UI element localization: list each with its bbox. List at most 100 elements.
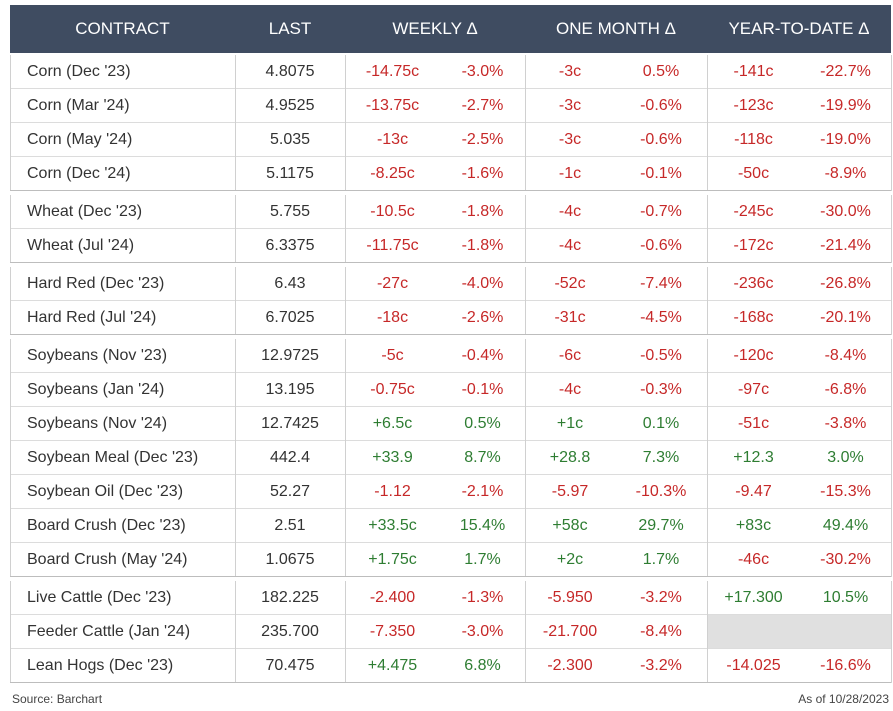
- value-cell: -15.3%: [800, 475, 891, 509]
- value-cell: 4.8075: [235, 55, 345, 89]
- group-rule: [10, 576, 891, 577]
- column-line: [235, 581, 236, 683]
- value-cell: -0.5%: [615, 339, 707, 373]
- value-cell: 5.1175: [235, 157, 345, 191]
- value-cell: -2.400: [345, 581, 440, 615]
- column-line: [10, 195, 11, 263]
- value-cell: +4.475: [345, 649, 440, 683]
- value-cell: -13.75c: [345, 89, 440, 123]
- value-cell: -2.7%: [440, 89, 525, 123]
- value-cell: -172c: [707, 229, 800, 263]
- column-line: [707, 195, 708, 263]
- value-cell: 49.4%: [800, 509, 891, 543]
- value-cell: +2c: [525, 543, 615, 577]
- column-line: [707, 339, 708, 577]
- column-line: [235, 267, 236, 335]
- value-cell: 6.43: [235, 267, 345, 301]
- column-line: [10, 55, 11, 191]
- header-bar: [10, 5, 891, 53]
- value-cell: 4.9525: [235, 89, 345, 123]
- column-line: [891, 267, 892, 335]
- value-cell: -8.4%: [615, 615, 707, 649]
- value-cell: -1.8%: [440, 195, 525, 229]
- value-cell: 6.8%: [440, 649, 525, 683]
- value-cell: -3.8%: [800, 407, 891, 441]
- value-cell: 12.7425: [235, 407, 345, 441]
- value-cell: +6.5c: [345, 407, 440, 441]
- value-cell: -0.6%: [615, 89, 707, 123]
- value-cell: +58c: [525, 509, 615, 543]
- header-cell: LAST: [268, 19, 312, 38]
- column-line: [891, 55, 892, 191]
- value-cell: 15.4%: [440, 509, 525, 543]
- value-cell: -14.75c: [345, 55, 440, 89]
- column-line: [345, 195, 346, 263]
- group-rule: [10, 190, 891, 191]
- value-cell: -26.8%: [800, 267, 891, 301]
- contract-name: Corn (Dec '23): [10, 55, 235, 89]
- value-cell: -4c: [525, 229, 615, 263]
- value-cell: -6.8%: [800, 373, 891, 407]
- value-cell: 6.3375: [235, 229, 345, 263]
- value-cell: -20.1%: [800, 301, 891, 335]
- value-cell: -21.4%: [800, 229, 891, 263]
- contract-name: Lean Hogs (Dec '23): [10, 649, 235, 683]
- value-cell: -3.2%: [615, 581, 707, 615]
- value-cell: -123c: [707, 89, 800, 123]
- value-cell: -51c: [707, 407, 800, 441]
- contract-name: Soybeans (Jan '24): [10, 373, 235, 407]
- contract-name: Live Cattle (Dec '23): [10, 581, 235, 615]
- contract-name: Soybean Oil (Dec '23): [10, 475, 235, 509]
- value-cell: -19.9%: [800, 89, 891, 123]
- value-cell: 7.3%: [615, 441, 707, 475]
- value-cell: -3c: [525, 123, 615, 157]
- value-cell: -4c: [525, 195, 615, 229]
- value-cell: -13c: [345, 123, 440, 157]
- column-line: [525, 267, 526, 335]
- value-cell: 29.7%: [615, 509, 707, 543]
- column-line: [235, 55, 236, 191]
- column-line: [235, 339, 236, 577]
- column-line: [235, 195, 236, 263]
- value-cell: -0.7%: [615, 195, 707, 229]
- value-cell: -2.5%: [440, 123, 525, 157]
- value-cell: +33.5c: [345, 509, 440, 543]
- contract-name: Hard Red (Jul '24): [10, 301, 235, 335]
- value-cell: +33.9: [345, 441, 440, 475]
- contract-name: Corn (Dec '24): [10, 157, 235, 191]
- value-cell: +12.3: [707, 441, 800, 475]
- contract-name: Wheat (Jul '24): [10, 229, 235, 263]
- value-cell: 182.225: [235, 581, 345, 615]
- value-cell: 5.755: [235, 195, 345, 229]
- value-cell: -1.12: [345, 475, 440, 509]
- value-cell: 1.7%: [440, 543, 525, 577]
- value-cell: 10.5%: [800, 581, 891, 615]
- value-cell: 70.475: [235, 649, 345, 683]
- column-line: [525, 339, 526, 577]
- value-cell: -0.1%: [615, 157, 707, 191]
- value-cell: -7.350: [345, 615, 440, 649]
- value-cell: -18c: [345, 301, 440, 335]
- value-cell: 0.1%: [615, 407, 707, 441]
- value-cell: -8.9%: [800, 157, 891, 191]
- value-cell: 1.7%: [615, 543, 707, 577]
- value-cell: -30.2%: [800, 543, 891, 577]
- value-cell: 13.195: [235, 373, 345, 407]
- contract-name: Hard Red (Dec '23): [10, 267, 235, 301]
- column-line: [891, 339, 892, 577]
- value-cell: -5.97: [525, 475, 615, 509]
- value-cell: -27c: [345, 267, 440, 301]
- value-cell: -7.4%: [615, 267, 707, 301]
- value-cell: -16.6%: [800, 649, 891, 683]
- value-cell: -8.25c: [345, 157, 440, 191]
- contract-name: Soybeans (Nov '23): [10, 339, 235, 373]
- value-cell: -3.0%: [440, 55, 525, 89]
- value-cell: -3c: [525, 55, 615, 89]
- contract-name: Soybean Meal (Dec '23): [10, 441, 235, 475]
- contract-name: Corn (May '24): [10, 123, 235, 157]
- value-cell: -10.5c: [345, 195, 440, 229]
- value-cell: -4.5%: [615, 301, 707, 335]
- value-cell: 52.27: [235, 475, 345, 509]
- value-cell: 12.9725: [235, 339, 345, 373]
- value-cell: -0.6%: [615, 123, 707, 157]
